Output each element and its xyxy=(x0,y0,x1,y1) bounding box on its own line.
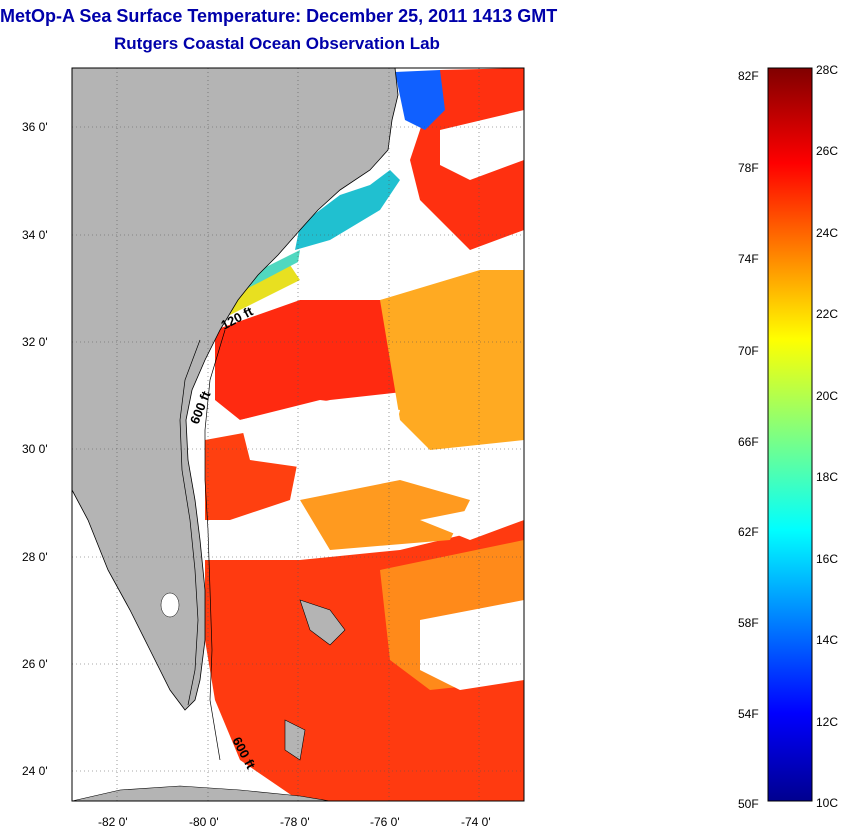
colorbar-c-label: 20C xyxy=(816,389,838,403)
colorbar-c-label: 16C xyxy=(816,552,838,566)
map-title: MetOp-A Sea Surface Temperature: Decembe… xyxy=(0,6,558,26)
colorbar-f-label: 54F xyxy=(738,707,759,721)
colorbar-f-label: 70F xyxy=(738,344,759,358)
cloud-cover xyxy=(420,600,524,690)
lake-okeechobee xyxy=(160,592,180,618)
colorbar-c-label: 10C xyxy=(816,796,838,810)
colorbar-f-label: 74F xyxy=(738,252,759,266)
lat-tick-labels: 36 0' 34 0' 32 0' 30 0' 28 0' 26 0' 24 0… xyxy=(22,120,48,778)
colorbar-c-label: 14C xyxy=(816,633,838,647)
lat-tick-label: 28 0' xyxy=(22,550,48,564)
colorbar-c-labels: 28C 26C 24C 22C 20C 18C 16C 14C 12C 10C xyxy=(816,63,838,810)
colorbar-c-label: 24C xyxy=(816,226,838,240)
colorbar-f-label: 50F xyxy=(738,797,759,811)
lat-tick-label: 24 0' xyxy=(22,764,48,778)
lon-tick-label: -74 0' xyxy=(461,815,491,829)
colorbar-f-label: 58F xyxy=(738,616,759,630)
colorbar-f-labels: 82F 78F 74F 70F 66F 62F 58F 54F 50F xyxy=(738,69,759,811)
colorbar-f-label: 78F xyxy=(738,161,759,175)
sst-shelf-green xyxy=(295,170,400,250)
sst-gulfstream xyxy=(215,300,440,420)
cloud-cover xyxy=(440,110,524,180)
lat-tick-label: 26 0' xyxy=(22,657,48,671)
colorbar-f-label: 62F xyxy=(738,525,759,539)
lat-tick-label: 32 0' xyxy=(22,335,48,349)
colorbar-f-label: 82F xyxy=(738,69,759,83)
sst-shelf-yellow xyxy=(225,265,300,315)
lon-tick-labels: -82 0' -80 0' -78 0' -76 0' -74 0' xyxy=(98,815,491,829)
colorbar-f-label: 66F xyxy=(738,435,759,449)
sst-cool-shelf-north xyxy=(395,70,445,130)
land-bahamas xyxy=(299,599,346,646)
colorbar-c-label: 26C xyxy=(816,144,838,158)
cloud-cover xyxy=(420,500,524,540)
isobath-600ft xyxy=(204,329,226,761)
lon-tick-label: -80 0' xyxy=(189,815,219,829)
lat-tick-label: 30 0' xyxy=(22,442,48,456)
land-us-mainland xyxy=(72,68,399,711)
colorbar-c-label: 12C xyxy=(816,715,838,729)
map-area xyxy=(72,68,524,801)
map-grid xyxy=(72,68,524,801)
lon-tick-label: -78 0' xyxy=(280,815,310,829)
lon-tick-label: -76 0' xyxy=(370,815,400,829)
colorbar-c-label: 18C xyxy=(816,470,838,484)
map-subtitle: Rutgers Coastal Ocean Observation Lab xyxy=(114,34,440,53)
colorbar-c-label: 22C xyxy=(816,307,838,321)
isobath-120ft xyxy=(179,339,201,706)
map-frame xyxy=(71,67,525,802)
lon-tick-label: -82 0' xyxy=(98,815,128,829)
colorbar-c-label: 28C xyxy=(816,63,838,77)
lat-tick-label: 34 0' xyxy=(22,228,48,242)
cloud-cover xyxy=(240,400,400,470)
colorbar xyxy=(767,67,813,802)
sst-orange-lower xyxy=(300,480,470,550)
cloud-cover xyxy=(300,250,400,295)
sst-orange-mid xyxy=(380,270,524,450)
land-cuba xyxy=(72,785,331,801)
lat-tick-label: 36 0' xyxy=(22,120,48,134)
land-bahamas xyxy=(284,719,306,761)
